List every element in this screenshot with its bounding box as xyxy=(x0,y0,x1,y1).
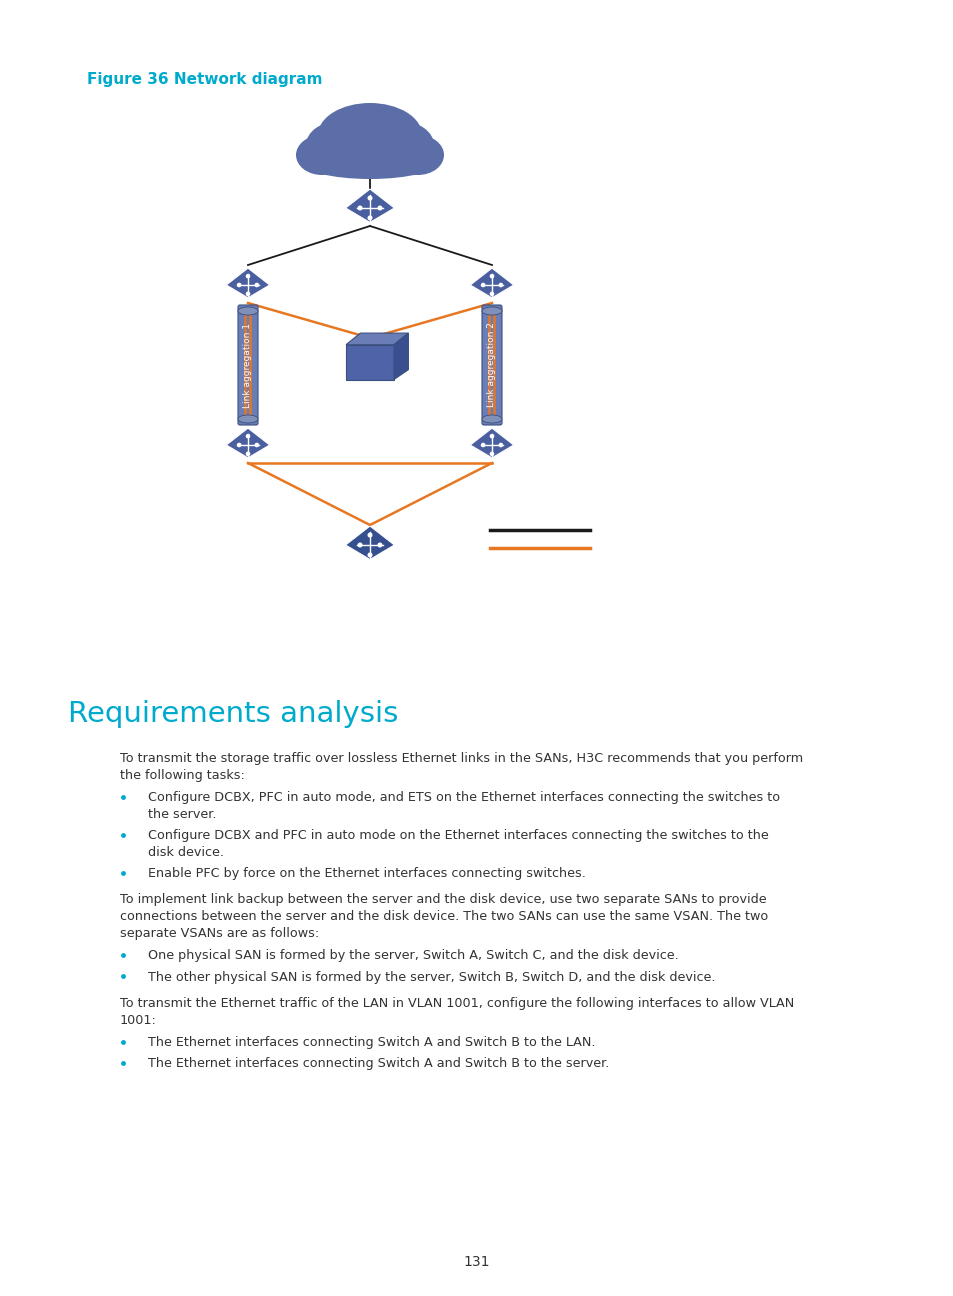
Ellipse shape xyxy=(299,143,439,179)
Ellipse shape xyxy=(392,135,443,175)
Text: separate VSANs are as follows:: separate VSANs are as follows: xyxy=(120,927,319,940)
Text: 131: 131 xyxy=(463,1255,490,1269)
Circle shape xyxy=(368,533,372,537)
Text: the following tasks:: the following tasks: xyxy=(120,769,245,781)
Circle shape xyxy=(498,284,502,286)
Ellipse shape xyxy=(366,121,434,168)
Text: Link aggregation 1: Link aggregation 1 xyxy=(243,323,253,407)
Circle shape xyxy=(481,284,484,286)
Ellipse shape xyxy=(295,135,348,175)
Polygon shape xyxy=(226,268,270,298)
Text: The other physical SAN is formed by the server, Switch B, Switch D, and the disk: The other physical SAN is formed by the … xyxy=(148,971,715,984)
Ellipse shape xyxy=(306,121,374,168)
Circle shape xyxy=(368,553,372,557)
FancyBboxPatch shape xyxy=(237,305,257,425)
Circle shape xyxy=(358,543,361,547)
Polygon shape xyxy=(394,333,408,380)
Text: To transmit the storage traffic over lossless Ethernet links in the SANs, H3C re: To transmit the storage traffic over los… xyxy=(120,752,802,765)
Polygon shape xyxy=(345,526,394,560)
Text: To transmit the Ethernet traffic of the LAN in VLAN 1001, configure the followin: To transmit the Ethernet traffic of the … xyxy=(120,997,794,1010)
Circle shape xyxy=(246,434,250,438)
Text: Requirements analysis: Requirements analysis xyxy=(68,700,398,728)
Text: Figure 36 Network diagram: Figure 36 Network diagram xyxy=(87,73,322,87)
Circle shape xyxy=(368,196,372,200)
Text: the server.: the server. xyxy=(148,807,216,820)
Circle shape xyxy=(481,443,484,447)
Text: 1001:: 1001: xyxy=(120,1013,156,1026)
Text: One physical SAN is formed by the server, Switch A, Switch C, and the disk devic: One physical SAN is formed by the server… xyxy=(148,949,678,962)
Circle shape xyxy=(490,292,493,295)
Text: Enable PFC by force on the Ethernet interfaces connecting switches.: Enable PFC by force on the Ethernet inte… xyxy=(148,867,585,880)
Circle shape xyxy=(368,216,372,220)
Ellipse shape xyxy=(237,415,257,422)
Circle shape xyxy=(490,452,493,455)
Text: Link aggregation 2: Link aggregation 2 xyxy=(487,323,496,407)
Circle shape xyxy=(237,284,240,286)
Circle shape xyxy=(237,443,240,447)
Polygon shape xyxy=(346,345,394,380)
Circle shape xyxy=(490,434,493,438)
Polygon shape xyxy=(470,268,513,298)
Text: The Ethernet interfaces connecting Switch A and Switch B to the LAN.: The Ethernet interfaces connecting Switc… xyxy=(148,1036,595,1048)
Circle shape xyxy=(246,292,250,295)
Text: Configure DCBX, PFC in auto mode, and ETS on the Ethernet interfaces connecting : Configure DCBX, PFC in auto mode, and ET… xyxy=(148,791,780,804)
Circle shape xyxy=(377,206,381,210)
Text: connections between the server and the disk device. The two SANs can use the sam: connections between the server and the d… xyxy=(120,910,767,923)
Circle shape xyxy=(377,543,381,547)
Text: The Ethernet interfaces connecting Switch A and Switch B to the server.: The Ethernet interfaces connecting Switc… xyxy=(148,1058,609,1070)
Polygon shape xyxy=(470,428,513,457)
Text: Configure DCBX and PFC in auto mode on the Ethernet interfaces connecting the sw: Configure DCBX and PFC in auto mode on t… xyxy=(148,829,768,842)
Ellipse shape xyxy=(481,415,501,422)
Circle shape xyxy=(246,452,250,455)
Polygon shape xyxy=(345,189,394,223)
Polygon shape xyxy=(346,333,408,345)
Text: disk device.: disk device. xyxy=(148,845,224,858)
Ellipse shape xyxy=(481,307,501,315)
Circle shape xyxy=(490,275,493,277)
Circle shape xyxy=(358,206,361,210)
Ellipse shape xyxy=(237,307,257,315)
Circle shape xyxy=(255,284,258,286)
Polygon shape xyxy=(226,428,270,457)
Circle shape xyxy=(255,443,258,447)
Circle shape xyxy=(246,275,250,277)
FancyBboxPatch shape xyxy=(481,305,501,425)
Text: To implement link backup between the server and the disk device, use two separat: To implement link backup between the ser… xyxy=(120,893,766,906)
Circle shape xyxy=(498,443,502,447)
Ellipse shape xyxy=(317,102,421,167)
